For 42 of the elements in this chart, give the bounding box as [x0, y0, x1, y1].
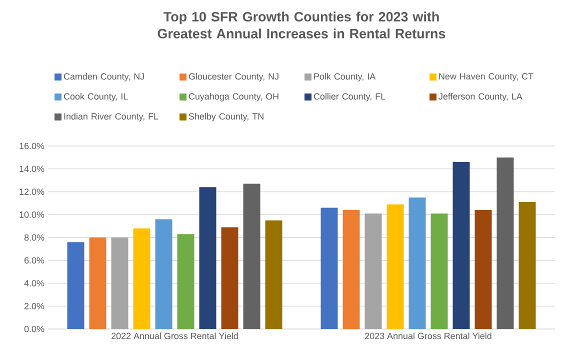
bar — [452, 162, 470, 329]
y-tick-label: 2.0% — [24, 302, 44, 310]
y-tick-label: 10.0% — [20, 211, 44, 218]
legend-label: Gloucester County, NJ — [188, 73, 278, 82]
bar — [386, 204, 404, 329]
legend-label: Polk County, IA — [314, 73, 376, 82]
y-tick-label: 16.0% — [20, 142, 44, 150]
legend-label: Camden County, NJ — [64, 73, 144, 82]
bar — [177, 234, 194, 329]
bar — [496, 157, 514, 329]
chart-title: Top 10 SFR Growth Counties for 2023 with Greatest Annual Increases in Rental Returns — [158, 12, 446, 38]
legend-label: Cook County, IL — [64, 93, 128, 102]
bar — [133, 228, 150, 329]
bar — [111, 238, 128, 329]
bar — [155, 219, 172, 329]
bar — [430, 213, 448, 329]
legend-label: Collier County, FL — [314, 93, 386, 102]
bar — [342, 210, 360, 329]
y-tick-label: 6.0% — [24, 257, 44, 264]
y-tick-label: 12.0% — [20, 188, 44, 195]
y-tick-label: 4.0% — [24, 280, 44, 286]
x-tick-label: 2022 Annual Gross Rental Yield — [112, 332, 238, 340]
bar — [364, 213, 382, 329]
bar — [265, 220, 282, 329]
bar — [518, 202, 536, 329]
bar — [199, 187, 216, 329]
y-tick-label: 0.0% — [24, 326, 44, 332]
legend-label: Cuyahoga County, OH — [188, 93, 278, 102]
legend-label: Jefferson County, LA — [438, 93, 522, 102]
bar — [474, 210, 492, 329]
bar — [408, 197, 426, 329]
legend-label: Indian River County, FL — [64, 112, 158, 122]
bar — [320, 208, 338, 329]
y-tick-label: 8.0% — [24, 234, 44, 241]
bar — [89, 238, 106, 329]
legend-label: New Haven County, CT — [439, 73, 534, 82]
bar — [243, 184, 260, 329]
legend-label: Shelby County, TN — [188, 112, 264, 122]
bar — [67, 242, 84, 329]
bar — [221, 227, 238, 329]
x-tick-label: 2023 Annual Gross Rental Yield — [365, 332, 492, 340]
y-tick-label: 14.0% — [20, 166, 44, 172]
